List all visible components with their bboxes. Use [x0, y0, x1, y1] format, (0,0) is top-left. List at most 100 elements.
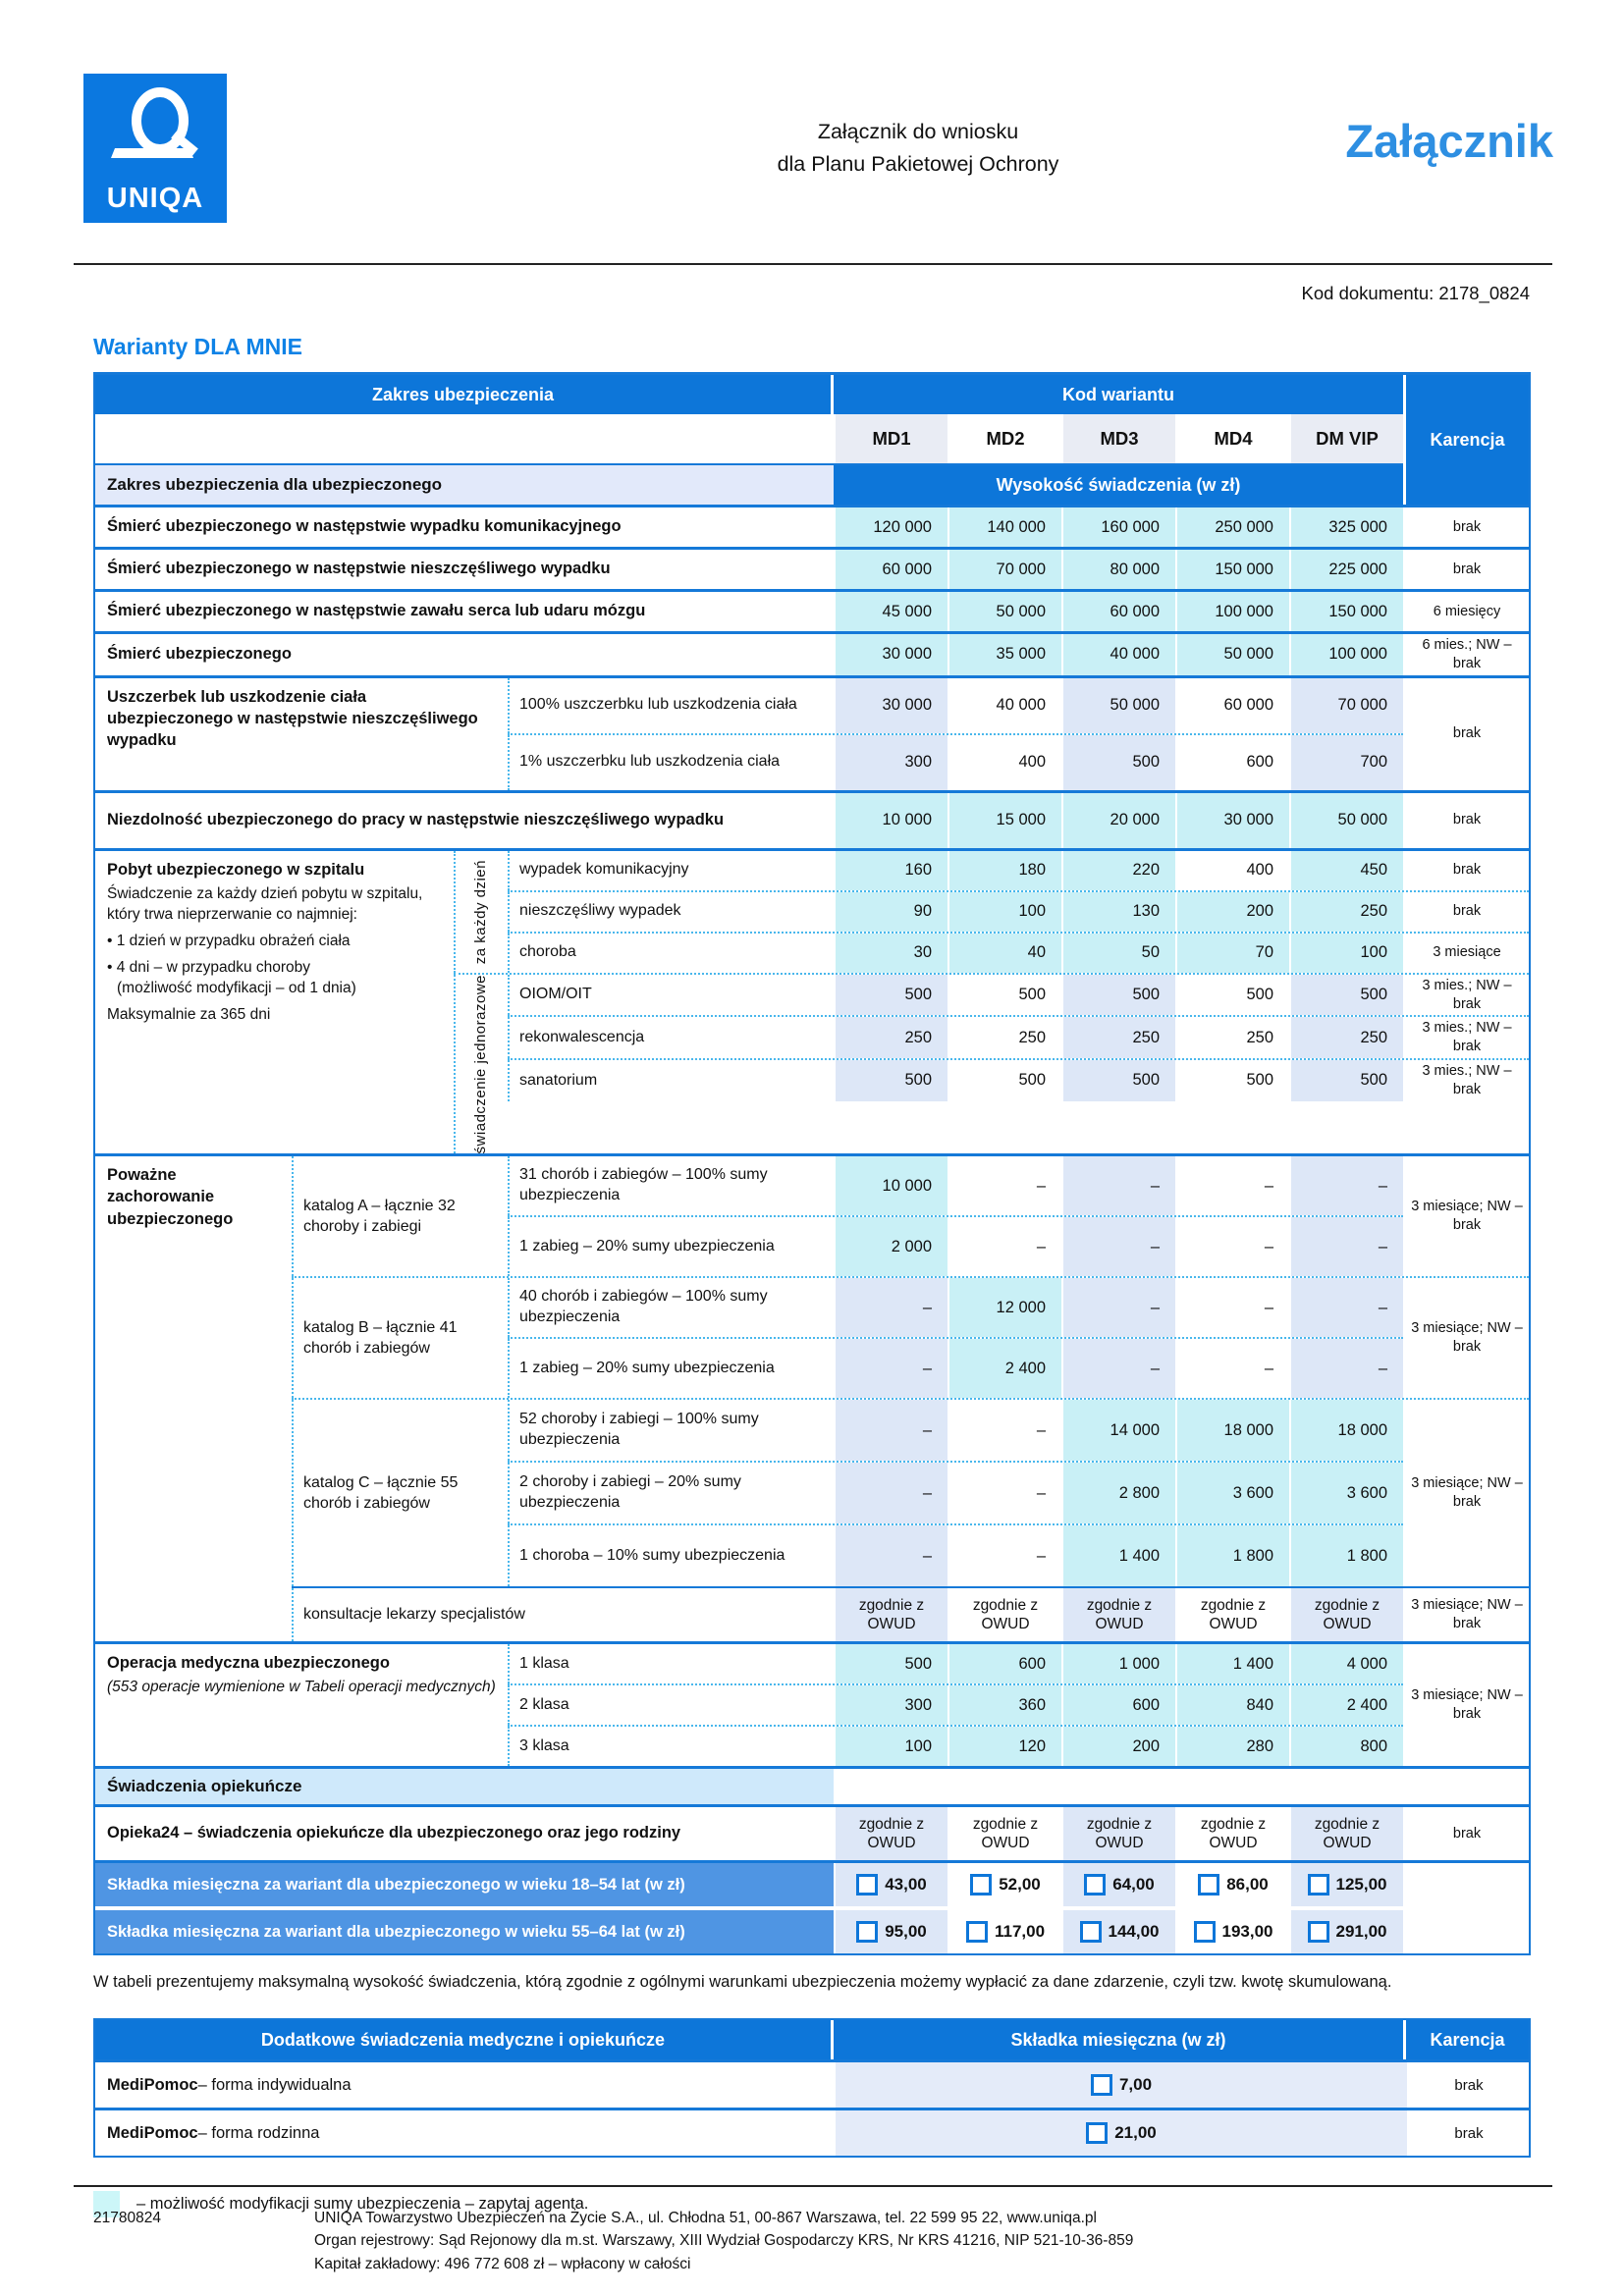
value-cell: 50 000 — [947, 592, 1061, 631]
katalog-label: katalog C – łącznie 55 chorób i zabiegów — [292, 1400, 508, 1587]
value-cell: – — [1289, 1156, 1403, 1216]
premium-checkbox-dmvip[interactable] — [1307, 1874, 1329, 1896]
value-cell: zgodnie z OWUD — [1061, 1588, 1175, 1642]
value-cell: 1 400 — [1175, 1644, 1289, 1684]
value-cell: zgodnie z OWUD — [834, 1588, 947, 1642]
col-header-zakres: Zakres ubezpieczenia — [95, 375, 831, 414]
premium-checkbox-md3[interactable] — [1079, 1921, 1102, 1944]
premium-checkbox-md2[interactable] — [965, 1921, 988, 1944]
modifiable-color-swatch — [93, 2191, 120, 2218]
premium-value: 52,00 — [999, 1875, 1041, 1895]
rotated-label-once: świadczenie jednorazowe — [454, 974, 508, 1154]
value-cell: 2 800 — [1061, 1463, 1175, 1524]
premium-cell: 144,00 — [1061, 1910, 1175, 1954]
value-cell: – — [834, 1278, 947, 1338]
premium-checkbox-md1[interactable] — [856, 1874, 879, 1896]
header-spacer — [95, 414, 834, 463]
premium-value: 95,00 — [885, 1922, 927, 1942]
szpital-daily-block: za każdy dzień wypadek komunikacyjny 160… — [454, 850, 1529, 973]
operacja-rows: 1 klasa 500 600 1 000 1 400 4 000 2 klas… — [508, 1644, 1403, 1767]
karencja-cell: brak — [1407, 2110, 1529, 2157]
medipomoc-checkbox[interactable] — [1090, 2074, 1112, 2097]
premium-value: 64,00 — [1112, 1875, 1155, 1895]
table-row: sanatorium 500 500 500 500 500 3 mies.; … — [508, 1058, 1529, 1101]
table-row: 1 zabieg – 20% sumy ubezpieczenia 2 000 … — [508, 1215, 1403, 1277]
table-row: OIOM/OIT 500 500 500 500 500 3 mies.; NW… — [508, 974, 1529, 1016]
value-cell: 60 000 — [834, 550, 947, 589]
karencja-cell: 3 miesiące; NW – brak — [1403, 1400, 1529, 1587]
table-header: Zakres ubezpieczenia Kod wariantu MD1 MD… — [95, 375, 1529, 505]
rotated-label-text: świadczenie jednorazowe — [472, 974, 490, 1154]
medipomoc-form: – forma indywidualna — [197, 2075, 352, 2094]
sub-label: wypadek komunikacyjny — [508, 850, 834, 890]
col-header-dodatkowe: Dodatkowe świadczenia medyczne i opiekuń… — [95, 2020, 831, 2060]
value-cell: 45 000 — [834, 592, 947, 631]
form-title: Załącznik do wniosku dla Planu Pakietowe… — [609, 116, 1227, 182]
main-content: Warianty DLA MNIE Zakres ubezpieczenia K… — [93, 334, 1531, 2218]
value-cell: 35 000 — [947, 634, 1061, 675]
value-cell: 325 000 — [1289, 507, 1403, 547]
value-cell: – — [1061, 1339, 1175, 1399]
value-cell: zgodnie z OWUD — [1175, 1588, 1289, 1642]
value-cell: 60 000 — [1061, 592, 1175, 631]
value-cell: – — [1175, 1339, 1289, 1399]
premium-cell: 125,00 — [1289, 1863, 1403, 1907]
premium-checkbox-md4[interactable] — [1198, 1874, 1220, 1896]
powazne-rows: katalog A – łącznie 32 choroby i zabiegi… — [292, 1156, 1529, 1642]
value-cell: 30 000 — [834, 634, 947, 675]
premium-checkbox-md1[interactable] — [856, 1921, 879, 1944]
premium-value: 117,00 — [994, 1922, 1046, 1942]
value-cell: 200 — [1061, 1727, 1175, 1767]
value-cell: – — [947, 1400, 1061, 1462]
table-header-left: Zakres ubezpieczenia Kod wariantu MD1 MD… — [95, 375, 1403, 505]
col-header-wysokosc: Wysokość świadczenia (w zł) — [834, 465, 1403, 505]
additional-benefits-table: Dodatkowe świadczenia medyczne i opiekuń… — [93, 2018, 1531, 2159]
footer-divider — [74, 2185, 1552, 2187]
value-cell: 300 — [834, 1685, 947, 1726]
medipomoc-name: MediPomoc — [107, 2123, 198, 2142]
value-cell: 1 800 — [1289, 1525, 1403, 1587]
katalog-label: katalog A – łącznie 32 choroby i zabiegi — [292, 1156, 508, 1277]
premium-value: 291,00 — [1335, 1922, 1387, 1942]
katalog-label: katalog B – łącznie 41 chorób i zabiegów — [292, 1278, 508, 1399]
header-gap — [831, 2020, 834, 2060]
karencja-cell: 3 miesiące; NW – brak — [1403, 1588, 1529, 1642]
premium-cell: 52,00 — [947, 1863, 1061, 1907]
katalog-a-rows: 31 chorób i zabiegów – 100% sumy ubezpie… — [508, 1156, 1403, 1277]
value-cell: 100 — [834, 1727, 947, 1767]
value-cell: 160 000 — [1061, 507, 1175, 547]
sub-label: 1 choroba – 10% sumy ubezpieczenia — [508, 1525, 834, 1587]
table-row: Śmierć ubezpieczonego w następstwie wypa… — [95, 505, 1529, 547]
table-row: 40 chorób i zabiegów – 100% sumy ubezpie… — [508, 1278, 1403, 1338]
value-cell: – — [1175, 1156, 1289, 1216]
variant-header-md1: MD1 — [834, 414, 947, 463]
value-cell: 120 — [947, 1727, 1061, 1767]
value-cell: 1 000 — [1061, 1644, 1175, 1684]
operacja-title: Operacja medyczna ubezpieczonego — [107, 1654, 390, 1673]
premium-checkbox-dmvip[interactable] — [1307, 1921, 1329, 1944]
value-cell: 500 — [1061, 974, 1175, 1016]
value-cell: 140 000 — [947, 507, 1061, 547]
value-cell: 30 — [834, 933, 947, 973]
karencja-cell: 3 miesiące — [1403, 933, 1529, 973]
value-cell: – — [834, 1525, 947, 1587]
sub-label: 31 chorób i zabiegów – 100% sumy ubezpie… — [508, 1156, 834, 1216]
premium-checkbox-md2[interactable] — [970, 1874, 993, 1896]
value-cell: 220 — [1061, 850, 1175, 890]
value-cell: 250 — [834, 1017, 947, 1059]
sub-label: 3 klasa — [508, 1727, 834, 1767]
row-label: Śmierć ubezpieczonego w następstwie zawa… — [107, 602, 646, 620]
sub-label: 40 chorób i zabiegów – 100% sumy ubezpie… — [508, 1278, 834, 1338]
variants-table: Zakres ubezpieczenia Kod wariantu MD1 MD… — [93, 372, 1531, 1956]
rotated-label-text: za każdy dzień — [472, 859, 490, 964]
premium-checkbox-md3[interactable] — [1084, 1874, 1107, 1896]
value-cell: 150 000 — [1175, 550, 1289, 589]
footer-line3: Kapitał zakładowy: 496 772 608 zł – wpła… — [314, 2255, 691, 2272]
row-label: MediPomoc – forma rodzinna — [95, 2110, 834, 2156]
karencja-cell — [1403, 1910, 1529, 1954]
medipomoc-name: MediPomoc — [107, 2075, 198, 2094]
table-row: 1 zabieg – 20% sumy ubezpieczenia – 2 40… — [508, 1337, 1403, 1399]
szpital-title: Pobyt ubezpieczonego w szpitalu — [107, 860, 365, 879]
premium-checkbox-md4[interactable] — [1193, 1921, 1216, 1944]
medipomoc-checkbox[interactable] — [1086, 2122, 1109, 2145]
